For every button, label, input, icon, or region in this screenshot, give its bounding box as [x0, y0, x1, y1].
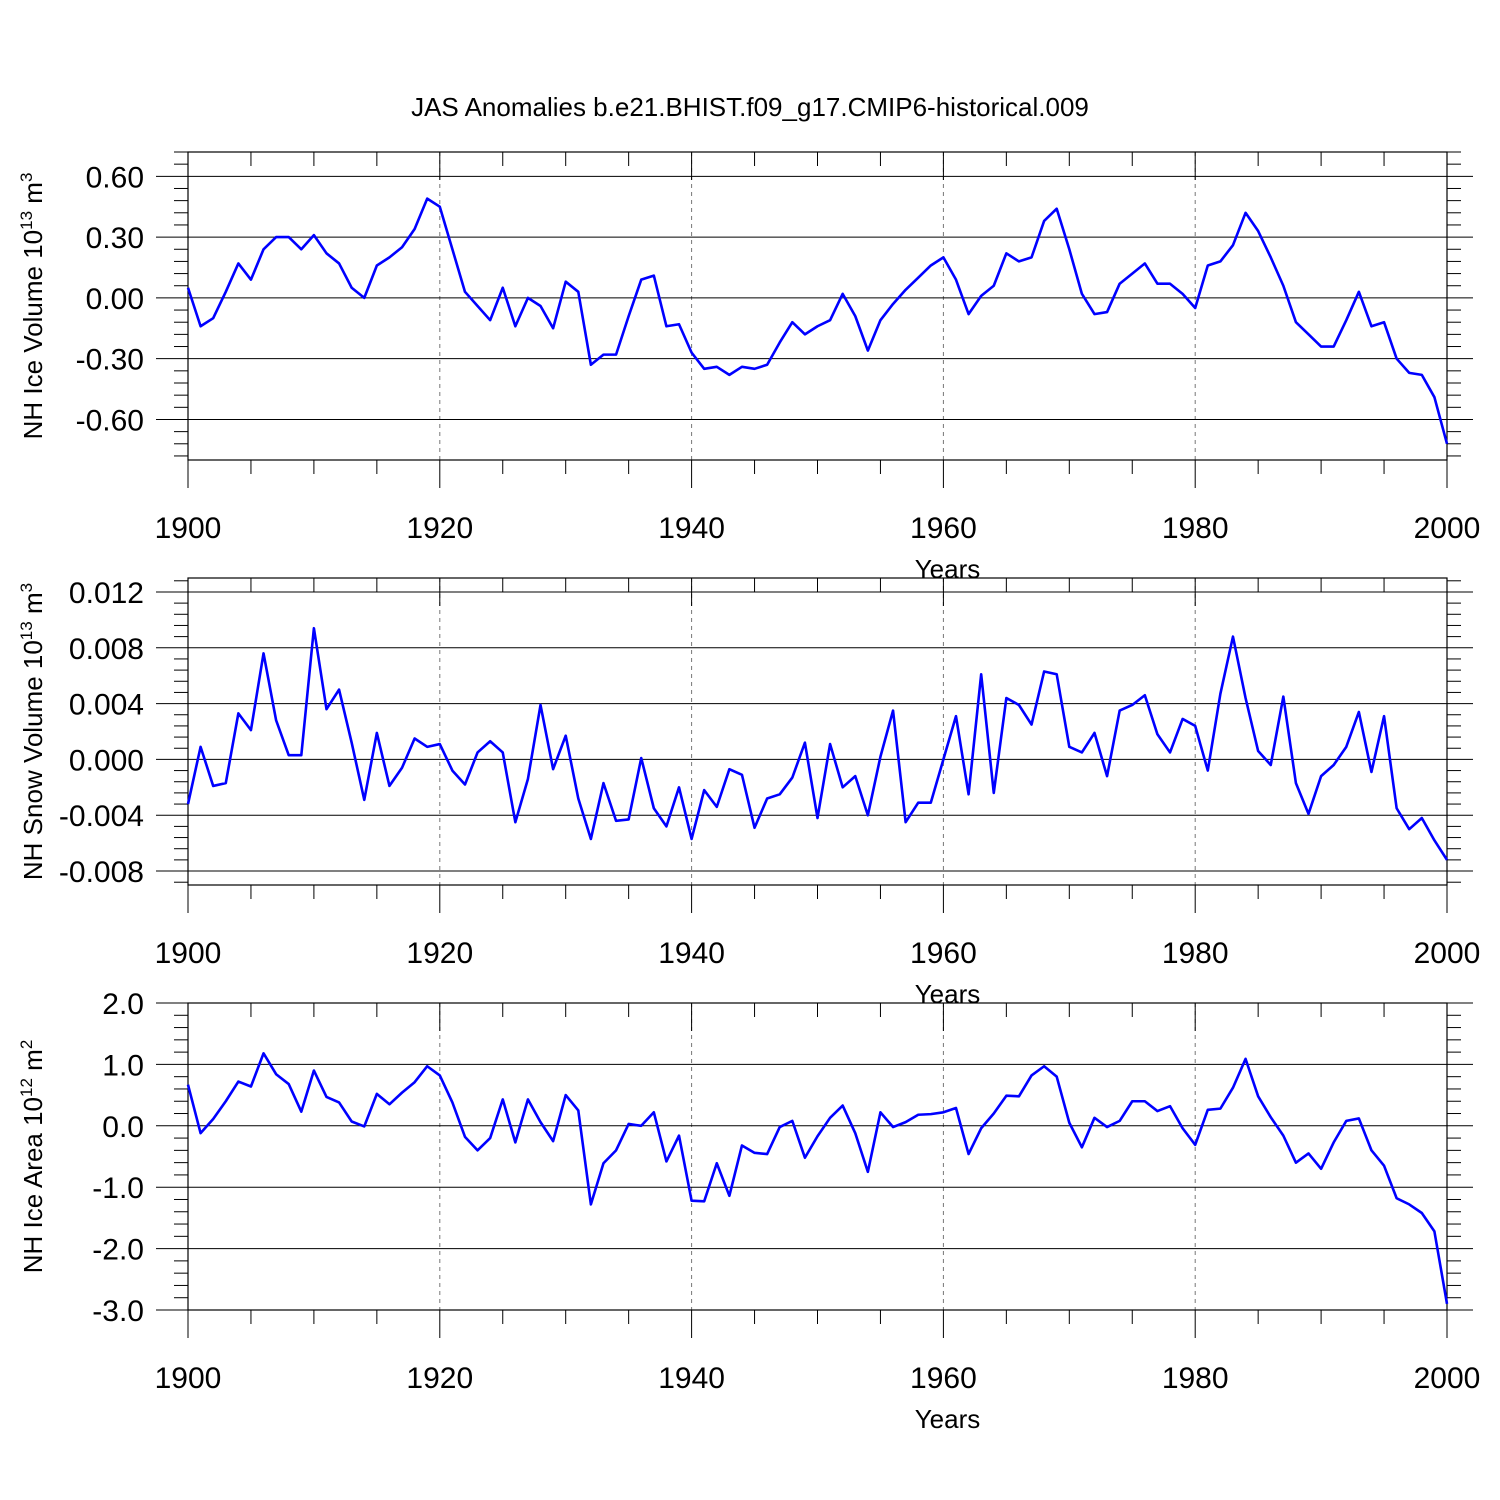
chart-1-y-tick-label: 0.000 — [69, 744, 144, 777]
chart-0-y-tick-label: -0.60 — [76, 404, 144, 437]
chart-0-y-axis-title-part: NH Ice Volume 10 — [18, 230, 48, 440]
chart-1-x-tick-label: 1900 — [155, 937, 222, 970]
chart-1-x-tick-label: 1940 — [658, 937, 725, 970]
chart-1-series-line — [186, 626, 1449, 861]
figure-title: JAS Anomalies b.e21.BHIST.f09_g17.CMIP6-… — [411, 92, 1089, 122]
chart-0-x-tick-label: 1900 — [155, 512, 222, 545]
chart-2-y-axis-title-sup: 12 — [17, 1078, 36, 1097]
chart-0-x-tick-label: 1960 — [910, 512, 977, 545]
chart-2-y-tick-label: 2.0 — [102, 988, 144, 1021]
chart-2-y-axis-title-part: m — [18, 1049, 48, 1078]
chart-1-y-axis-title-part: NH Snow Volume 10 — [18, 640, 48, 880]
chart-0-y-axis-title-sup: 3 — [17, 173, 36, 182]
panel-snow-volume: 0.012 0.008 0.004 0.000 -0.004 -0.008 1900 1920… — [17, 577, 1480, 1009]
chart-1-y-axis-title: NH Snow Volume 1013 m3 — [17, 583, 48, 880]
chart-2-y-tick-label: -3.0 — [92, 1295, 144, 1328]
chart-1-y-tick-label: 0.004 — [69, 689, 144, 722]
chart-1-y-tick-label: 0.008 — [69, 633, 144, 666]
chart-2-y-axis-title: NH Ice Area 1012 m2 — [17, 1040, 48, 1274]
chart-2-plot-frame — [187, 1002, 1448, 1311]
panel-ice-area: 2.0 1.0 0.0 -1.0 -2.0 -3.0 1900 1920 1940 1960 198… — [17, 988, 1480, 1434]
chart-0-x-tick-label: 1920 — [406, 512, 473, 545]
chart-0-y-tick-label: 0.60 — [86, 161, 144, 194]
chart-0-y-tick-label: -0.30 — [76, 344, 144, 377]
chart-2-x-tick-label: 1980 — [1162, 1362, 1229, 1395]
panel-ice-volume: 0.60 0.30 0.00 -0.30 -0.60 1900 1920 1940 1960 19… — [17, 151, 1481, 584]
chart-2-y-axis-title-part: NH Ice Area 10 — [18, 1097, 48, 1273]
chart-1-y-axis-title-sup: 3 — [17, 583, 36, 592]
chart-1-y-tick-label: -0.008 — [59, 856, 144, 889]
chart-2-x-tick-label: 1900 — [155, 1362, 222, 1395]
chart-1-x-tick-label: 1980 — [1162, 937, 1229, 970]
chart-1-y-tick-label: 0.012 — [69, 577, 144, 610]
chart-0-x-tick-label: 1980 — [1162, 512, 1229, 545]
chart-0-y-axis-title-part: m — [18, 182, 48, 211]
chart-2-series-line — [186, 1052, 1449, 1305]
chart-0-x-tick-label: 2000 — [1414, 512, 1481, 545]
chart-2-y-tick-label: 0.0 — [102, 1111, 144, 1144]
chart-2-x-tick-label: 1960 — [910, 1362, 977, 1395]
chart-0-plot-frame — [187, 151, 1448, 461]
chart-1-x-tick-label: 1960 — [910, 937, 977, 970]
chart-2-y-tick-label: 1.0 — [102, 1049, 144, 1082]
chart-2-x-axis-title: Years — [915, 1404, 981, 1434]
chart-1-x-axis-title: Years — [915, 979, 981, 1009]
chart-2-x-tick-label: 1940 — [658, 1362, 725, 1395]
chart-0-y-axis-title-sup: 13 — [17, 211, 36, 230]
chart-1-x-tick-label: 1920 — [406, 937, 473, 970]
chart-2-y-tick-label: -1.0 — [92, 1172, 144, 1205]
chart-2-x-tick-label: 1920 — [406, 1362, 473, 1395]
chart-0-series-line — [186, 197, 1449, 445]
chart-0-y-tick-label: 0.00 — [86, 283, 144, 316]
chart-2-y-tick-label: -2.0 — [92, 1234, 144, 1267]
chart-1-y-axis-title-sup: 13 — [17, 621, 36, 640]
chart-0-y-axis-title: NH Ice Volume 1013 m3 — [17, 173, 48, 440]
chart-1-y-axis-title-part: m — [18, 592, 48, 621]
chart-1-plot-frame — [187, 577, 1448, 886]
chart-0-y-tick-label: 0.30 — [86, 222, 144, 255]
chart-1-y-tick-label: -0.004 — [59, 800, 144, 833]
chart-1-x-tick-label: 2000 — [1414, 937, 1481, 970]
chart-0-x-axis-title: Years — [915, 554, 981, 584]
chart-2-y-axis-title-sup: 2 — [17, 1040, 36, 1049]
chart-0-x-tick-label: 1940 — [658, 512, 725, 545]
chart-2-x-tick-label: 2000 — [1414, 1362, 1481, 1395]
